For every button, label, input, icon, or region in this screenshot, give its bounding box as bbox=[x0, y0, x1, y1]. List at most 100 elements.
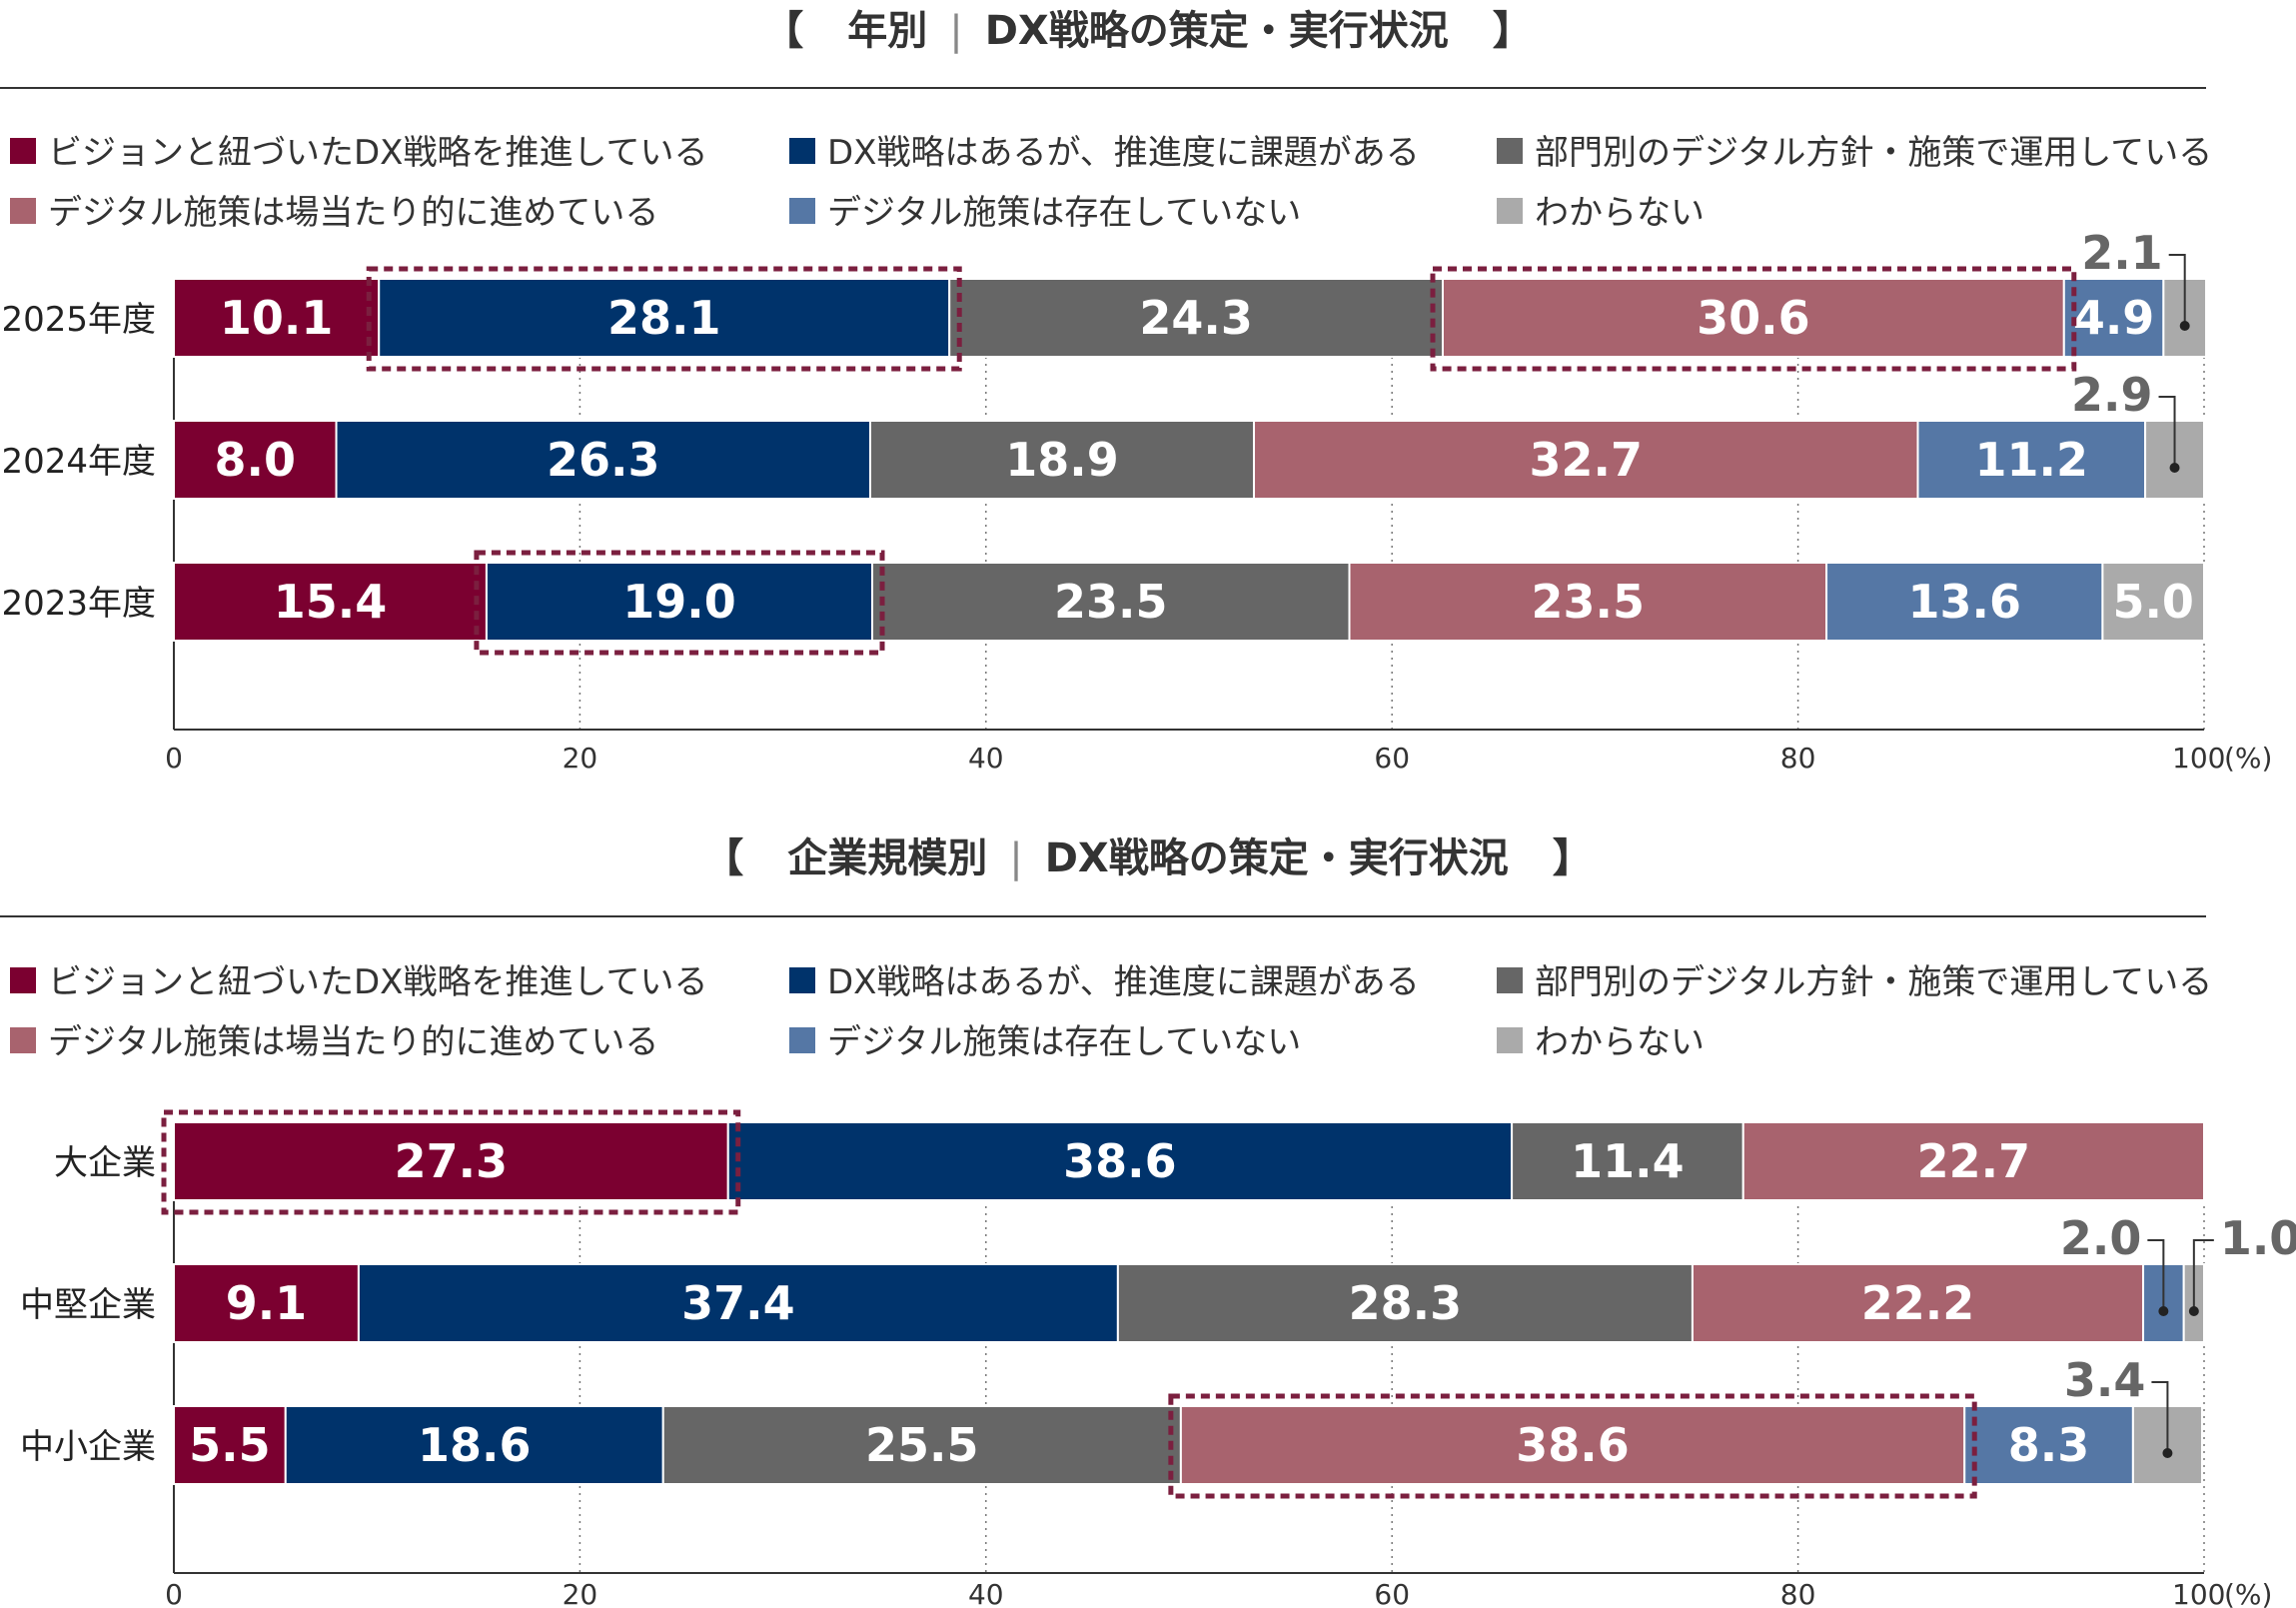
legend-item: 部門別のデジタル方針・施策で運用している bbox=[1497, 962, 2212, 1002]
title-right: DX戦略の策定・実行状況 bbox=[985, 8, 1449, 54]
legend-item: 部門別のデジタル方針・施策で運用している bbox=[1497, 133, 2212, 173]
bar-segment bbox=[485, 562, 874, 642]
chart-panel-by-company-size: 【企業規模別 | DX戦略の策定・実行状況 】ビジョンと紐づいたDX戦略を推進している… bbox=[0, 835, 2296, 1608]
bar-value-label: 27.3 bbox=[395, 1134, 509, 1188]
bar-segment bbox=[173, 1405, 287, 1485]
bar-value-label: 23.5 bbox=[1054, 575, 1168, 629]
bar-value-label: 25.5 bbox=[865, 1418, 979, 1472]
callout-value-label: 2.1 bbox=[2081, 226, 2163, 280]
callout-dot bbox=[2162, 1448, 2173, 1458]
x-tick-label: 0 bbox=[165, 742, 183, 775]
bar-value-label: 13.6 bbox=[1907, 575, 2021, 629]
bar-segment bbox=[948, 278, 1444, 358]
x-tick-label: 100 bbox=[2172, 742, 2225, 775]
callout-value-label: 2.9 bbox=[2071, 368, 2153, 422]
bar-segment bbox=[726, 1121, 1514, 1201]
chart-panel-by-year: 【年別 | DX戦略の策定・実行状況 】ビジョンと紐づいたDX戦略を推進している DX戦… bbox=[0, 8, 2272, 775]
x-unit-label: (%) bbox=[2224, 1578, 2272, 1608]
bar-segment bbox=[1691, 1263, 2145, 1343]
legend-swatch bbox=[1497, 967, 1523, 993]
bar-segment bbox=[1963, 1405, 2134, 1485]
bar-value-label: 8.3 bbox=[2008, 1418, 2090, 1472]
bar-value-label: 18.6 bbox=[418, 1418, 532, 1472]
bar-value-label: 38.6 bbox=[1063, 1134, 1177, 1188]
title-bracket-left: 【 bbox=[703, 835, 743, 881]
legend-swatch bbox=[1497, 138, 1523, 164]
legend-swatch bbox=[789, 138, 815, 164]
bar-segment bbox=[357, 1263, 1119, 1343]
bar-segment bbox=[1348, 562, 1828, 642]
x-tick-label: 40 bbox=[968, 742, 1004, 775]
bar-value-label: 5.0 bbox=[2112, 575, 2194, 629]
chart-title: 【企業規模別 | DX戦略の策定・実行状況】 bbox=[703, 835, 1593, 881]
x-tick-label: 40 bbox=[968, 1578, 1004, 1608]
title-left: 企業規模別 bbox=[787, 835, 987, 881]
bar-value-label: 22.7 bbox=[1917, 1134, 2031, 1188]
title-right: DX戦略の策定・実行状況 bbox=[1045, 835, 1509, 881]
callout-leader bbox=[2158, 396, 2176, 468]
title-left: 年別 bbox=[847, 8, 927, 54]
title-bracket-right: 】 bbox=[1493, 8, 1533, 54]
bar-segment bbox=[1253, 420, 1919, 500]
legend-label: デジタル施策は場当たり的に進めている bbox=[48, 193, 658, 233]
callout-dot bbox=[2188, 1306, 2199, 1316]
title-bracket-right: 】 bbox=[1553, 835, 1593, 881]
bar-value-label: 28.1 bbox=[607, 291, 721, 345]
legend-item: DX戦略はあるが、推進度に課題がある bbox=[789, 962, 1420, 1002]
legend-label: 部門別のデジタル方針・施策で運用している bbox=[1535, 962, 2212, 1002]
bar-segment bbox=[173, 420, 338, 500]
legend-swatch bbox=[1497, 198, 1523, 224]
x-tick-label: 20 bbox=[563, 1578, 598, 1608]
legend-label: 部門別のデジタル方針・施策で運用している bbox=[1535, 133, 2212, 173]
legend-label: デジタル施策は存在していない bbox=[827, 1022, 1301, 1062]
title-separator: | bbox=[1009, 835, 1022, 881]
category-label: 2025年度 bbox=[1, 300, 156, 340]
legend-swatch bbox=[10, 1027, 36, 1053]
legend-swatch bbox=[789, 198, 815, 224]
x-tick-label: 100 bbox=[2172, 1578, 2225, 1608]
legend-label: デジタル施策は存在していない bbox=[827, 193, 1301, 233]
legend-item: デジタル施策は場当たり的に進めている bbox=[10, 193, 658, 233]
x-tick-label: 80 bbox=[1780, 1578, 1816, 1608]
callout-leader bbox=[2168, 254, 2186, 326]
bar-value-label: 38.6 bbox=[1516, 1418, 1630, 1472]
legend-item: わからない bbox=[1497, 193, 1705, 233]
highlight-box bbox=[474, 550, 885, 656]
legend-label: ビジョンと紐づいたDX戦略を推進している bbox=[48, 133, 707, 173]
bar-segment bbox=[1741, 1121, 2205, 1201]
bar-segment bbox=[1442, 278, 2065, 358]
bar-segment bbox=[2101, 562, 2205, 642]
legend-swatch bbox=[10, 967, 36, 993]
bar-segment bbox=[2062, 278, 2165, 358]
x-tick-label: 60 bbox=[1374, 1578, 1410, 1608]
category-label: 中堅企業 bbox=[20, 1285, 156, 1325]
legend-item: DX戦略はあるが、推進度に課題がある bbox=[789, 133, 1420, 173]
callout-dot bbox=[2179, 321, 2190, 331]
bar-segment bbox=[1825, 562, 2104, 642]
x-tick-label: 60 bbox=[1374, 742, 1410, 775]
bar-value-label: 10.1 bbox=[220, 291, 334, 345]
bar-value-label: 19.0 bbox=[622, 575, 736, 629]
legend-item: ビジョンと紐づいたDX戦略を推進している bbox=[10, 133, 707, 173]
bar-segment bbox=[1511, 1121, 1744, 1201]
bar-value-label: 30.6 bbox=[1697, 291, 1810, 345]
bar-value-label: 18.9 bbox=[1005, 433, 1119, 487]
bar-value-label: 15.4 bbox=[274, 575, 388, 629]
bar-value-label: 24.3 bbox=[1139, 291, 1253, 345]
legend-label: DX戦略はあるが、推進度に課題がある bbox=[827, 962, 1420, 1002]
bar-value-label: 11.4 bbox=[1571, 1134, 1685, 1188]
bar-segment bbox=[871, 562, 1351, 642]
legend-swatch bbox=[789, 967, 815, 993]
highlight-box bbox=[1168, 1393, 1977, 1499]
bar-value-label: 11.2 bbox=[1975, 433, 2089, 487]
legend-item: デジタル施策は存在していない bbox=[789, 1022, 1301, 1062]
bar-value-label: 4.9 bbox=[2073, 291, 2155, 345]
bar-segment bbox=[868, 420, 1256, 500]
bar-segment bbox=[1916, 420, 2147, 500]
legend-label: ビジョンと紐づいたDX戦略を推進している bbox=[48, 962, 707, 1002]
category-label: 2024年度 bbox=[1, 442, 156, 482]
callout-value-label: 3.4 bbox=[2064, 1353, 2146, 1407]
bar-value-label: 8.0 bbox=[215, 433, 297, 487]
x-tick-label: 20 bbox=[563, 742, 598, 775]
